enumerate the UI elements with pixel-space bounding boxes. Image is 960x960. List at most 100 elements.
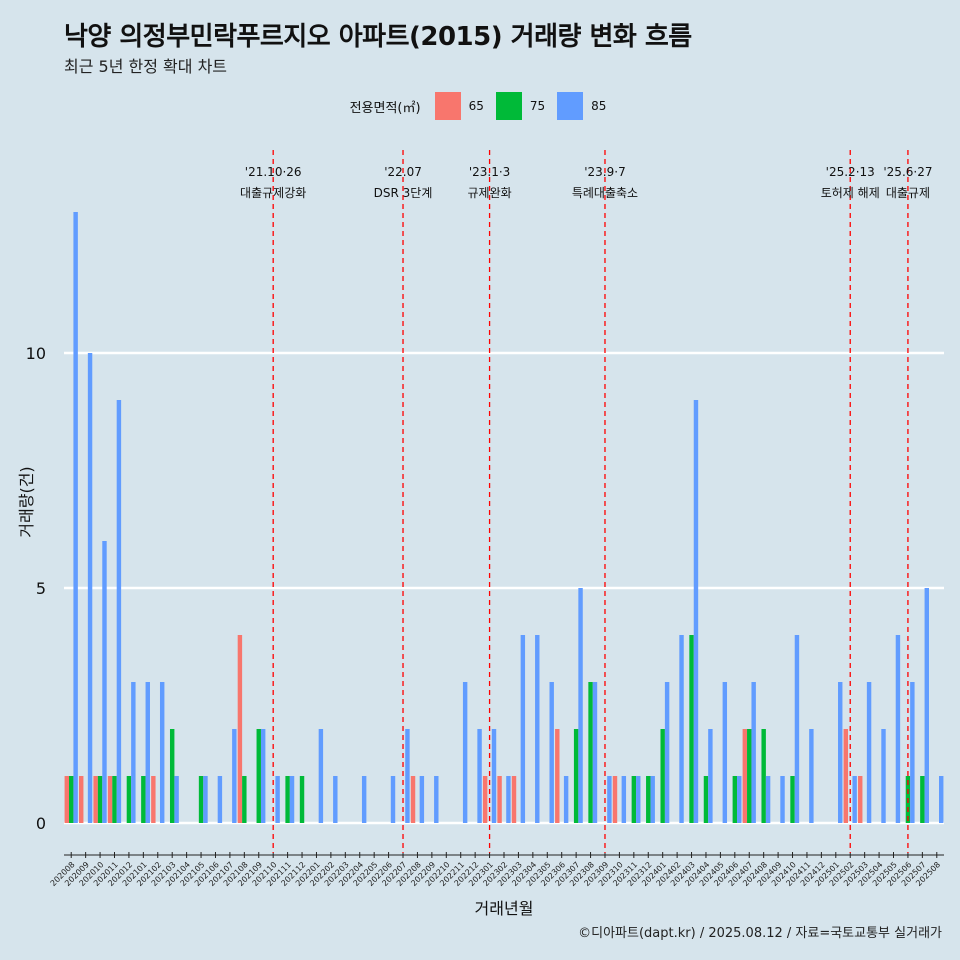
bar-202011-75	[112, 776, 117, 823]
legend-title: 전용면적(㎡)	[349, 100, 421, 116]
bar-202406-75	[732, 776, 738, 823]
bar-202108-75	[242, 776, 247, 823]
bar-202008-85	[73, 212, 78, 823]
bar-202208-85	[419, 776, 425, 823]
bar-202303-65	[511, 776, 517, 823]
bar-202503-65	[858, 776, 863, 823]
bar-202211-85	[462, 682, 468, 823]
bar-202107-85	[232, 729, 237, 823]
event-date-202110: '21.10·26	[245, 165, 302, 179]
bar-202306-65	[555, 729, 560, 823]
bar-202009-85	[87, 353, 93, 823]
bar-202101-85	[145, 682, 150, 823]
bar-202506-85	[910, 682, 915, 823]
legend: 전용면적(㎡) 65 75 85	[0, 92, 960, 120]
bar-202105-75	[198, 776, 204, 823]
bar-202206-85	[390, 776, 396, 823]
bar-202401-85	[664, 682, 670, 823]
bar-202501-85	[838, 682, 843, 823]
bar-202507-75	[920, 776, 925, 823]
bar-202405-85	[722, 682, 728, 823]
legend-item-65: 65	[434, 92, 484, 120]
bar-202306-85	[563, 776, 569, 823]
y-axis-title: 거래량(건)	[17, 466, 36, 537]
bar-202207-85	[405, 729, 410, 823]
event-label-202506: 대출규제	[886, 186, 930, 200]
event-label-202309: 특례대출축소	[572, 186, 638, 200]
event-label-202110: 대출규제강화	[240, 186, 306, 200]
bar-202505-85	[895, 635, 901, 823]
bar-202204-85	[361, 776, 367, 823]
legend-label-85: 85	[591, 99, 607, 113]
bar-202404-85	[708, 729, 713, 823]
bar-202101-75	[141, 776, 146, 823]
bar-202103-75	[169, 729, 175, 823]
bar-202411-85	[809, 729, 814, 823]
bar-202308-85	[592, 682, 598, 823]
bar-202312-85	[650, 776, 655, 823]
bar-202302-85	[506, 776, 511, 823]
event-date-202301: '23.1·3	[469, 165, 510, 179]
bar-202404-75	[703, 776, 709, 823]
legend-label-65: 65	[468, 99, 484, 113]
event-date-202502: '25.2·13	[826, 165, 875, 179]
legend-swatch-75	[495, 92, 522, 120]
bar-202502-65	[843, 729, 849, 823]
event-label-202207: DSR 3단계	[374, 186, 433, 200]
event-label-202301: 규제완화	[467, 186, 511, 200]
bar-202301-65	[482, 776, 488, 823]
legend-label-75: 75	[529, 99, 546, 113]
bar-202402-85	[679, 635, 684, 823]
bar-202410-75	[790, 776, 795, 823]
bar-202209-85	[434, 776, 439, 823]
bar-202212-85	[477, 729, 482, 823]
event-date-202207: '22.07	[384, 165, 422, 179]
chart-subtitle: 최근 5년 한정 확대 차트	[64, 57, 228, 76]
bar-202011-65	[107, 776, 113, 823]
bar-202508-85	[938, 776, 944, 823]
bar-202202-85	[333, 776, 338, 823]
bar-202106-85	[217, 776, 223, 823]
bar-202111-75	[285, 776, 290, 823]
bar-202110-85	[275, 776, 280, 823]
bar-202112-75	[299, 776, 305, 823]
bar-202410-85	[794, 635, 800, 823]
chart-title: 낙양 의정부민락푸르지오 아파트(2015) 거래량 변화 흐름	[64, 22, 692, 52]
bar-202403-85	[693, 400, 699, 823]
bar-202311-85	[636, 776, 641, 823]
bar-202406-85	[737, 776, 742, 823]
bar-202310-65	[612, 776, 618, 823]
legend-swatch-85	[557, 92, 584, 120]
bar-202304-85	[535, 635, 540, 823]
bar-202307-85	[578, 588, 583, 823]
bar-202109-85	[260, 729, 266, 823]
legend-item-75: 75	[495, 92, 546, 120]
y-tick-label-5: 5	[36, 579, 46, 598]
bar-202503-85	[866, 682, 872, 823]
y-tick-label-10: 10	[26, 344, 46, 363]
bar-202408-75	[761, 729, 766, 823]
bar-202502-85	[852, 776, 857, 823]
bar-202011-85	[116, 400, 122, 823]
bar-202308-75	[588, 682, 593, 823]
bar-202012-85	[131, 682, 136, 823]
bar-202103-85	[174, 776, 179, 823]
bar-202008-65	[64, 776, 70, 823]
bar-202311-75	[631, 776, 637, 823]
source-caption: ©디아파트(dapt.kr) / 2025.08.12 / 자료=국토교통부 실…	[578, 926, 942, 941]
bar-202409-85	[780, 776, 785, 823]
bar-202105-85	[203, 776, 208, 823]
bar-202010-85	[102, 541, 107, 823]
bar-202108-65	[237, 635, 243, 823]
bar-202407-75	[747, 729, 752, 823]
legend-item-85: 85	[557, 92, 606, 120]
bar-202010-65	[93, 776, 98, 823]
event-label-202502: 토허제 해제	[821, 186, 880, 200]
bar-202012-75	[126, 776, 132, 823]
bar-202305-85	[549, 682, 554, 823]
bar-202109-75	[256, 729, 261, 823]
bar-202111-85	[289, 776, 295, 823]
bar-202310-85	[621, 776, 627, 823]
bar-202102-85	[159, 682, 165, 823]
